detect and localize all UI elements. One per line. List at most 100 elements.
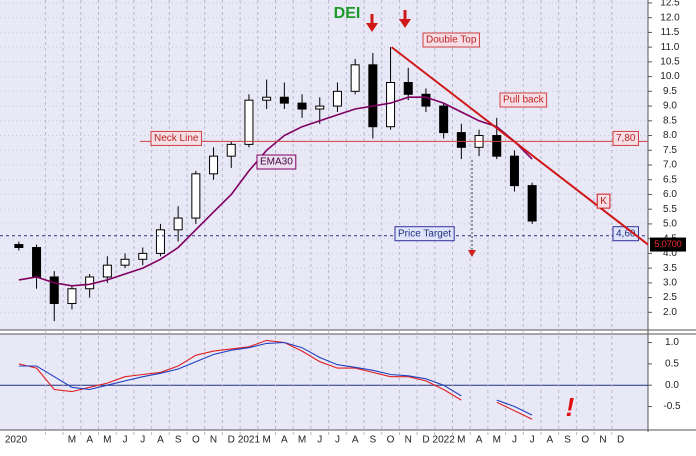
grid bbox=[0, 0, 648, 436]
price-target-value: 4,60 bbox=[616, 228, 636, 239]
x-tick-label: J bbox=[530, 435, 535, 446]
candle-body bbox=[297, 102, 307, 110]
candle-body bbox=[49, 276, 59, 304]
x-tick-label: S bbox=[370, 435, 377, 446]
x-tick-label: N bbox=[210, 435, 217, 446]
x-tick-label: 2022 bbox=[433, 435, 456, 446]
x-tick-label: O bbox=[387, 435, 395, 446]
series-line bbox=[18, 339, 533, 420]
y-tick-label: 8.0 bbox=[663, 130, 677, 141]
candle-body bbox=[332, 90, 342, 107]
candle-body bbox=[155, 229, 165, 254]
y-tick-label: 3.5 bbox=[663, 263, 677, 274]
x-tick-label: D bbox=[617, 435, 624, 446]
x-tick-label: A bbox=[281, 435, 288, 446]
trend-label: K bbox=[600, 196, 607, 207]
x-tick-label: M bbox=[457, 435, 465, 446]
candle-body bbox=[368, 64, 378, 128]
indicator-panel bbox=[0, 334, 648, 430]
chart-title: DEI bbox=[334, 5, 361, 22]
x-tick-label: J bbox=[123, 435, 128, 446]
y-tick-label: 10.0 bbox=[660, 71, 680, 82]
y-tick-label: 11.5 bbox=[661, 27, 680, 38]
x-tick-label: D bbox=[228, 435, 235, 446]
x-tick-label: 2021 bbox=[238, 435, 261, 446]
price-target-label: Price Target bbox=[398, 228, 451, 239]
candle-body bbox=[350, 64, 360, 92]
candle-body bbox=[32, 247, 42, 278]
y-tick-label: 5.0 bbox=[663, 219, 677, 230]
candle-body bbox=[456, 132, 466, 148]
y-tick-label: 7.0 bbox=[663, 160, 677, 171]
x-tick-label: J bbox=[512, 435, 517, 446]
x-tick-label: S bbox=[175, 435, 182, 446]
y-tick-label: 6.0 bbox=[663, 189, 677, 200]
x-tick-label: J bbox=[140, 435, 145, 446]
x-tick-label: A bbox=[86, 435, 93, 446]
candle-body bbox=[262, 96, 272, 101]
y-tick-label: 11.0 bbox=[661, 42, 680, 53]
x-tick-label: N bbox=[405, 435, 412, 446]
y2-tick-label: 0.0 bbox=[665, 380, 679, 391]
candle-body bbox=[403, 82, 413, 95]
candle-body bbox=[67, 288, 77, 304]
annotation-box bbox=[422, 32, 480, 48]
trend-line bbox=[390, 46, 649, 246]
candle-body bbox=[138, 252, 148, 260]
candle-body bbox=[209, 155, 219, 175]
annotation-box bbox=[256, 154, 297, 170]
x-tick-label: N bbox=[599, 435, 606, 446]
y2-tick-label: 1.0 bbox=[665, 337, 679, 348]
series-line bbox=[18, 341, 533, 416]
y-tick-label: 5.5 bbox=[663, 204, 677, 215]
y-tick-label: 3.0 bbox=[663, 277, 677, 288]
candle-body bbox=[173, 217, 183, 231]
neck-line-label: Neck Line bbox=[154, 133, 199, 144]
annotation: Double Top bbox=[426, 35, 477, 46]
candle-body bbox=[191, 173, 201, 219]
candle-body bbox=[421, 93, 431, 107]
x-tick-label: A bbox=[157, 435, 164, 446]
x-tick-label: 2020 bbox=[5, 435, 28, 446]
y-tick-label: 4.0 bbox=[663, 248, 677, 259]
annotation: EMA30 bbox=[260, 157, 293, 168]
y-tick-label: 2.0 bbox=[663, 307, 677, 318]
x-tick-label: J bbox=[317, 435, 322, 446]
top-arrowhead bbox=[366, 23, 378, 32]
x-tick-label: M bbox=[103, 435, 111, 446]
y-tick-label: 12.5 bbox=[660, 0, 680, 9]
x-tick-label: J bbox=[335, 435, 340, 446]
candle-body bbox=[386, 82, 396, 128]
x-tick-label: D bbox=[422, 435, 429, 446]
candle-body bbox=[492, 135, 502, 157]
candle-body bbox=[244, 99, 254, 145]
candle-body bbox=[315, 105, 325, 110]
price-target-label-box bbox=[394, 226, 455, 242]
x-tick-label: A bbox=[547, 435, 554, 446]
x-tick-label: A bbox=[352, 435, 359, 446]
x-tick-label: S bbox=[564, 435, 571, 446]
y-tick-label: 6.5 bbox=[663, 174, 677, 185]
y-tick-label: 12.0 bbox=[660, 12, 680, 23]
y-tick-label: 9.0 bbox=[663, 101, 677, 112]
neck-line-label-box bbox=[150, 130, 202, 146]
target-arrowhead bbox=[468, 250, 476, 257]
y2-tick-label: 0.5 bbox=[665, 359, 679, 370]
y-tick-label: 2.5 bbox=[663, 292, 677, 303]
candle-body bbox=[509, 155, 519, 187]
neck-line-value: 7,80 bbox=[616, 133, 636, 144]
candle-body bbox=[279, 96, 289, 104]
candle-body bbox=[102, 264, 112, 278]
candle-body bbox=[527, 185, 537, 222]
neck-line-value-box bbox=[612, 130, 639, 146]
x-tick-label: M bbox=[68, 435, 76, 446]
x-tick-label: O bbox=[581, 435, 589, 446]
x-tick-label: A bbox=[476, 435, 483, 446]
exclamation: ! bbox=[566, 392, 575, 422]
y-tick-label: 7.5 bbox=[663, 145, 677, 156]
x-tick-label: M bbox=[493, 435, 501, 446]
last-price-box bbox=[650, 237, 686, 252]
candle-body bbox=[120, 258, 130, 266]
x-tick-label: O bbox=[192, 435, 200, 446]
